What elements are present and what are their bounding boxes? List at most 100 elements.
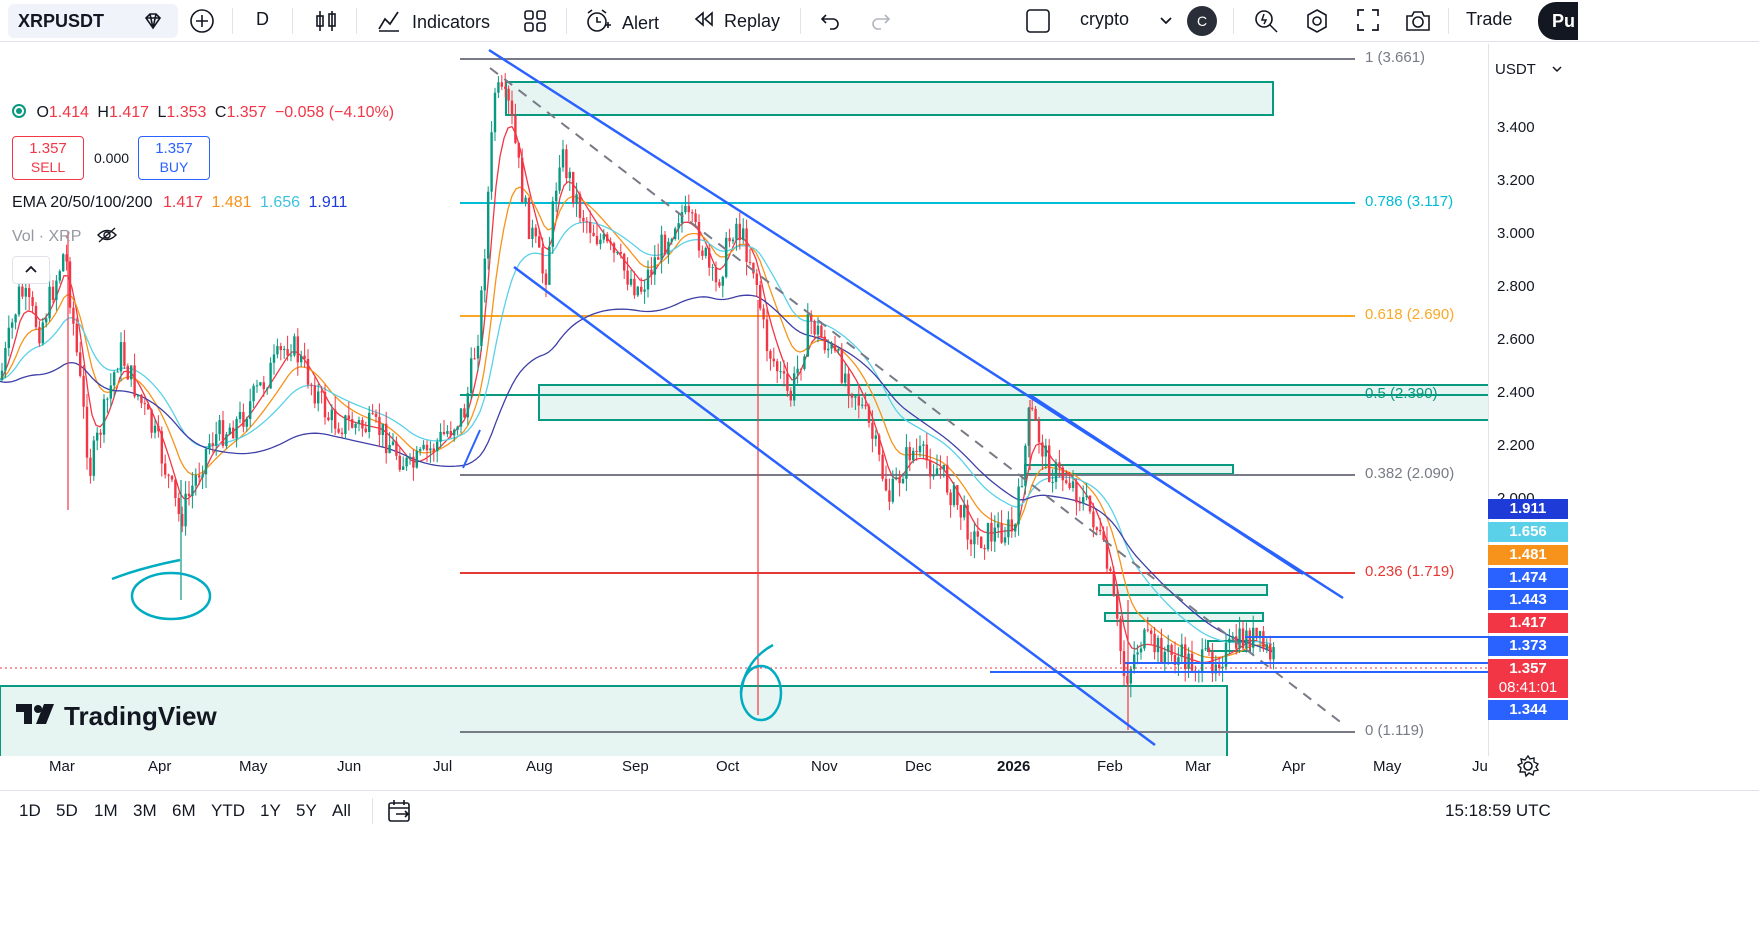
range-all[interactable]: All [332, 801, 351, 820]
range-1y[interactable]: 1Y [260, 801, 281, 820]
redo-icon[interactable] [869, 8, 893, 37]
candle-body [463, 408, 466, 418]
indicators-button[interactable]: Indicators [376, 7, 490, 38]
range-1d[interactable]: 1D [19, 801, 41, 820]
layout-name[interactable]: crypto [1080, 9, 1130, 29]
candle-body [963, 504, 966, 518]
candle-body [1119, 618, 1122, 652]
range-1m[interactable]: 1M [94, 801, 118, 820]
candle-body [133, 365, 136, 397]
range-3m[interactable]: 3M [133, 801, 157, 820]
supply-zone-top[interactable] [505, 81, 1274, 116]
candle-body [1228, 638, 1231, 643]
date-range-icon[interactable] [386, 797, 414, 830]
clock-readout[interactable]: 15:18:59 UTC [1445, 801, 1551, 820]
currency-selector[interactable]: USDT [1489, 56, 1569, 84]
candle-body [249, 401, 252, 420]
candle-body [915, 450, 918, 453]
candle-body [11, 322, 14, 328]
candle-body [1129, 669, 1132, 684]
candle-body [232, 427, 235, 439]
chart-settings-icon[interactable] [1516, 754, 1540, 783]
candle-body [776, 361, 779, 372]
candle-body [789, 390, 792, 401]
replay-button[interactable]: Replay [692, 7, 780, 36]
candle-body [259, 382, 262, 386]
undo-icon[interactable] [818, 8, 842, 37]
candle-body [228, 427, 231, 435]
trendline-2026[interactable] [1029, 393, 1304, 576]
candle-body [476, 345, 480, 359]
currency-chevron-icon [1551, 62, 1563, 79]
candle-body [130, 365, 133, 380]
tradingview-logo[interactable]: TradingView [14, 701, 217, 732]
price-chart[interactable] [0, 44, 1488, 756]
demand-zone-bottom[interactable] [0, 685, 1228, 756]
candle-body [361, 420, 364, 429]
trendline-july[interactable] [462, 429, 481, 469]
range-5y[interactable]: 5Y [296, 801, 317, 820]
diamond-icon[interactable] [142, 10, 164, 37]
time-axis[interactable]: Mar Apr May Jun Jul Aug Sep Oct Nov Dec … [0, 756, 1488, 780]
candle-body [208, 443, 211, 449]
candle-body [79, 352, 82, 376]
candle-body [558, 167, 561, 191]
candle-body [1071, 481, 1075, 488]
zone-1.47[interactable] [1098, 584, 1268, 596]
candle-body [106, 398, 109, 400]
candle-body [595, 235, 599, 245]
channel-lower-line[interactable] [513, 265, 1156, 747]
candle-body [1037, 420, 1041, 443]
add-symbol-icon[interactable] [188, 7, 216, 40]
range-5d[interactable]: 5D [56, 801, 78, 820]
candle-body [286, 349, 289, 356]
eye-hidden-icon[interactable] [96, 227, 118, 248]
time-tick: Sep [622, 758, 649, 775]
candle-body [1163, 651, 1166, 664]
trade-button[interactable]: Trade [1466, 9, 1513, 29]
quick-search-icon[interactable] [1252, 7, 1280, 40]
symbol-search[interactable]: XRPUSDT [8, 4, 178, 38]
candle-body [657, 257, 660, 260]
publish-button[interactable]: Pu [1538, 2, 1578, 40]
ema200-line[interactable] [0, 294, 1273, 653]
candle-body [313, 385, 316, 404]
candle-body [1146, 629, 1149, 631]
candle-body [272, 354, 276, 363]
ema50-line[interactable] [0, 186, 1273, 659]
alert-button[interactable]: Alert [584, 7, 659, 40]
candle-body [374, 413, 378, 417]
layout-icon[interactable] [1024, 7, 1052, 40]
candle-body [572, 171, 575, 204]
sell-button[interactable]: 1.357 SELL [12, 136, 84, 180]
templates-icon[interactable] [522, 8, 548, 39]
candle-body [1024, 445, 1027, 487]
ema100-line[interactable] [0, 221, 1273, 645]
candle-body [187, 493, 191, 496]
candle-body [34, 305, 38, 328]
chart-pane[interactable]: O1.414 H1.417 L1.353 C1.357 −0.058 (−4.1… [0, 44, 1488, 756]
collapse-legend-button[interactable] [12, 256, 50, 284]
candle-body [521, 157, 524, 203]
candle-body [320, 391, 323, 393]
range-6m[interactable]: 6M [172, 801, 196, 820]
chevron-down-icon[interactable] [1158, 12, 1174, 33]
avatar[interactable]: C [1187, 6, 1217, 36]
candle-body [1014, 524, 1017, 532]
candle-body [449, 431, 452, 436]
buy-button[interactable]: 1.357 BUY [138, 136, 210, 180]
ema-legend[interactable]: EMA 20/50/100/200 1.417 1.481 1.656 1.91… [12, 194, 347, 212]
range-ytd[interactable]: YTD [211, 801, 245, 820]
candles-icon[interactable] [313, 8, 339, 39]
candle-body [629, 278, 633, 285]
interval-button[interactable]: D [256, 9, 269, 29]
camera-icon[interactable] [1404, 7, 1432, 40]
candle-body [898, 477, 901, 484]
settings-icon[interactable] [1303, 7, 1331, 40]
candle-body [881, 454, 884, 479]
candle-body [1150, 630, 1153, 634]
candle-body [459, 408, 463, 427]
fullscreen-icon[interactable] [1355, 7, 1381, 38]
zone-1.43[interactable] [1104, 612, 1264, 622]
volume-legend[interactable]: Vol · XRP [12, 226, 118, 249]
